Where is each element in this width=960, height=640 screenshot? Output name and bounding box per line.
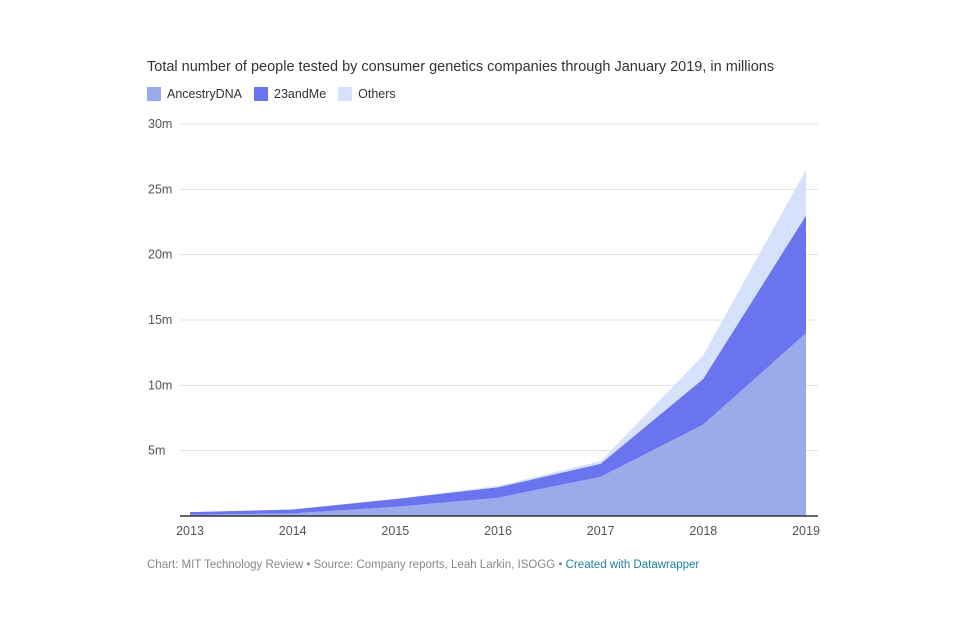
x-tick-label: 2014 — [279, 524, 307, 538]
y-tick-label: 5m — [148, 444, 165, 458]
legend-swatch-23andme — [254, 87, 269, 101]
legend-item-23andme: 23andMe — [254, 87, 326, 101]
area-23andme — [190, 215, 806, 515]
legend-label-23andme: 23andMe — [274, 87, 327, 101]
y-tick-label: 30m — [148, 117, 172, 131]
chart-legend: AncestryDNA 23andMe Others — [147, 87, 408, 101]
legend-swatch-ancestrydna — [147, 87, 161, 101]
x-tick-label: 2013 — [176, 524, 204, 538]
x-tick-label: 2016 — [484, 524, 512, 538]
x-tick-label: 2017 — [587, 524, 615, 538]
footer-source: Source: Company reports, Leah Larkin, IS… — [313, 559, 556, 571]
area-ancestrydna — [190, 333, 806, 516]
legend-label-ancestrydna: AncestryDNA — [167, 87, 243, 101]
chart-footer: Chart: MIT Technology Review • Source: C… — [147, 559, 699, 571]
chart-title: Total number of people tested by consume… — [147, 59, 775, 75]
y-tick-label: 15m — [148, 313, 172, 327]
y-tick-label: 20m — [148, 248, 172, 262]
legend-label-others: Others — [358, 87, 396, 101]
footer-chart-by: Chart: MIT Technology Review — [147, 559, 304, 571]
y-tick-label: 10m — [148, 378, 172, 392]
datawrapper-link[interactable]: Created with Datawrapper — [565, 559, 700, 571]
legend-item-others: Others — [338, 87, 396, 101]
legend-item-ancestrydna: AncestryDNA — [147, 87, 242, 101]
footer-separator: • — [306, 559, 311, 571]
x-tick-label: 2018 — [689, 524, 717, 538]
legend-swatch-others — [338, 87, 353, 101]
x-tick-label: 2015 — [381, 524, 409, 538]
footer-separator: • — [558, 559, 563, 571]
y-tick-label: 25m — [148, 182, 172, 196]
x-tick-label: 2019 — [792, 524, 820, 538]
